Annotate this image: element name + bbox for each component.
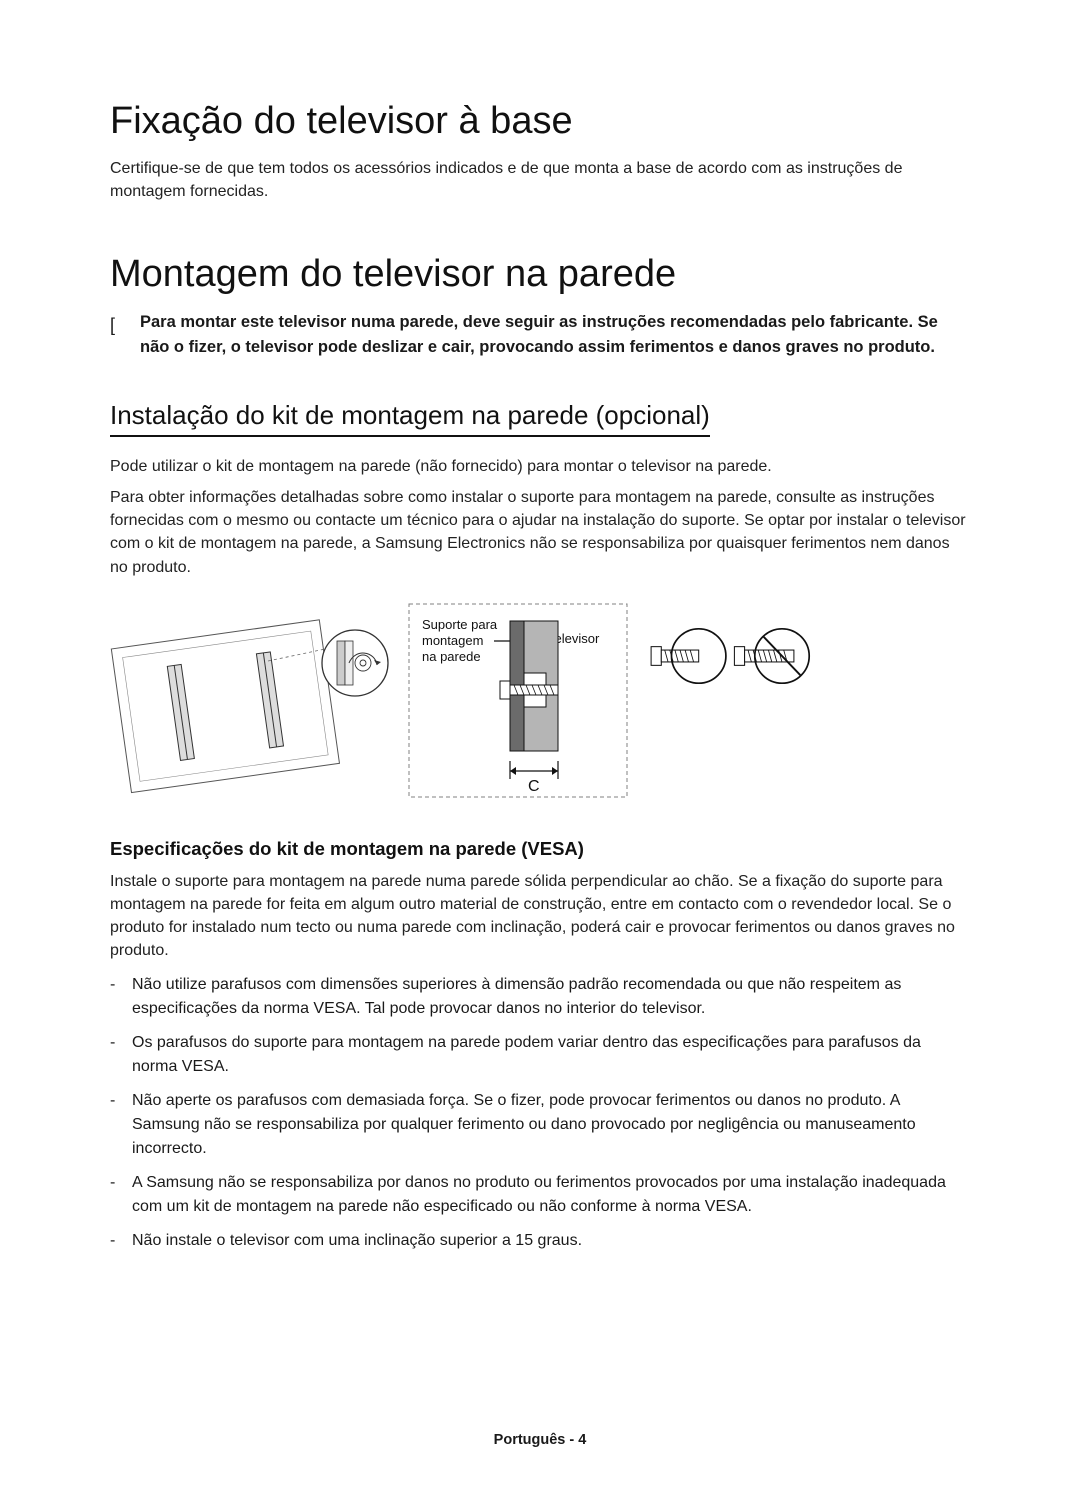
label-mount-2: montagem — [422, 633, 483, 648]
diagram-screws — [646, 611, 816, 701]
warning-marker: [ — [110, 310, 126, 338]
specs-list-item: -Não instale o televisor com uma inclina… — [110, 1229, 970, 1253]
page-footer: Português - 4 — [0, 1432, 1080, 1448]
specs-list-text: A Samsung não se responsabiliza por dano… — [132, 1171, 970, 1219]
heading-instalacao: Instalação do kit de montagem na parede … — [110, 400, 710, 437]
dash-marker: - — [110, 1229, 122, 1253]
specs-list-text: Não aperte os parafusos com demasiada fo… — [132, 1089, 970, 1161]
label-mount-3: na parede — [422, 649, 481, 664]
body-fixacao: Certifique-se de que tem todos os acessó… — [110, 157, 970, 203]
diagram-tv-mount — [110, 603, 390, 798]
specs-list-item: -Os parafusos do suporte para montagem n… — [110, 1031, 970, 1079]
section-fixacao: Fixação do televisor à base Certifique-s… — [110, 100, 970, 203]
page: Fixação do televisor à base Certifique-s… — [0, 0, 1080, 1494]
specs-list-item: -Não utilize parafusos com dimensões sup… — [110, 973, 970, 1021]
specs-intro: Instale o suporte para montagem na pared… — [110, 870, 970, 963]
diagram-row: Suporte para montagem na parede Televiso… — [110, 603, 970, 798]
dash-marker: - — [110, 1171, 122, 1219]
label-mount-1: Suporte para — [422, 617, 498, 632]
dash-marker: - — [110, 1089, 122, 1161]
heading-montagem: Montagem do televisor na parede — [110, 253, 970, 296]
specs-list: -Não utilize parafusos com dimensões sup… — [110, 973, 970, 1253]
specs-list-text: Os parafusos do suporte para montagem na… — [132, 1031, 970, 1079]
warning-row: [ Para montar este televisor numa parede… — [110, 310, 970, 360]
specs-list-item: -A Samsung não se responsabiliza por dan… — [110, 1171, 970, 1219]
specs-list-text: Não instale o televisor com uma inclinaç… — [132, 1229, 582, 1253]
warning-text: Para montar este televisor numa parede, … — [140, 310, 970, 360]
heading-specs: Especificações do kit de montagem na par… — [110, 838, 970, 860]
dash-marker: - — [110, 973, 122, 1021]
specs-list-text: Não utilize parafusos com dimensões supe… — [132, 973, 970, 1021]
section-montagem: Montagem do televisor na parede [ Para m… — [110, 253, 970, 1252]
label-c: C — [528, 778, 540, 795]
specs-list-item: -Não aperte os parafusos com demasiada f… — [110, 1089, 970, 1161]
heading-fixacao: Fixação do televisor à base — [110, 100, 970, 143]
install-p1: Pode utilizar o kit de montagem na pared… — [110, 455, 970, 478]
dash-marker: - — [110, 1031, 122, 1079]
install-p2: Para obter informações detalhadas sobre … — [110, 486, 970, 579]
diagram-cross-section: Suporte para montagem na parede Televiso… — [408, 603, 628, 798]
